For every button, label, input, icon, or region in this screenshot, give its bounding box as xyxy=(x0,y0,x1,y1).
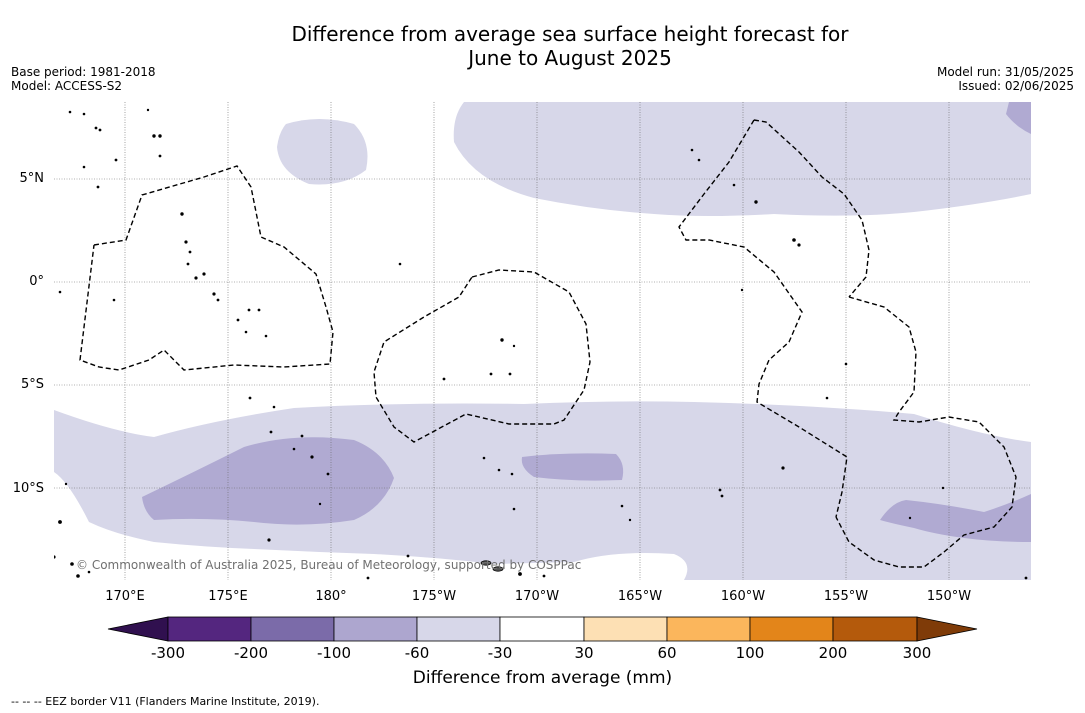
colorbar-swatch-9 xyxy=(832,616,918,642)
colorbar-swatch-4 xyxy=(416,616,501,642)
colorbar-label-30: 30 xyxy=(574,644,594,662)
colorbar-label-300: 300 xyxy=(902,644,932,662)
lon-label-165w: 165°W xyxy=(617,589,663,604)
colorbar-label-m60: -60 xyxy=(404,644,430,662)
eez-border-line-west xyxy=(678,119,848,518)
eez-borders xyxy=(79,119,1017,568)
colorbar-extend-low xyxy=(107,616,169,642)
colorbar-label-m30: -30 xyxy=(487,644,513,662)
colorbar-label-200: 200 xyxy=(818,644,848,662)
colorbar-label-m200: -200 xyxy=(233,644,269,662)
colorbar-label-m100: -100 xyxy=(316,644,352,662)
lat-label-5n: 5°N xyxy=(19,171,45,186)
anomaly-region-blob xyxy=(277,119,368,185)
graticule xyxy=(54,102,1031,580)
map-svg xyxy=(54,102,1031,580)
lon-label-155w: 155°W xyxy=(823,589,869,604)
lon-label-160w: 160°W xyxy=(720,589,766,604)
copyright-notice: © Commonwealth of Australia 2025, Bureau… xyxy=(76,558,582,572)
colorbar-label-100: 100 xyxy=(735,644,765,662)
eez-border-phoenix xyxy=(373,269,591,443)
anomaly-region-south-medium-center xyxy=(521,453,624,481)
lon-label-175w: 175°W xyxy=(411,589,457,604)
anomaly-region-south-medium-east xyxy=(880,494,1031,542)
lon-label-150w: 150°W xyxy=(926,589,972,604)
eez-legend: -- -- -- EEZ border V11 (Flanders Marine… xyxy=(11,695,320,708)
anomaly-region-north-medium xyxy=(1006,102,1031,134)
issued-date: Issued: 02/06/2025 xyxy=(958,79,1074,93)
base-period: Base period: 1981-2018 xyxy=(11,65,156,79)
colorbar-swatch-7 xyxy=(666,616,751,642)
chart-title: Difference from average sea surface heig… xyxy=(0,22,1085,70)
model-run: Model run: 31/05/2025 xyxy=(936,65,1074,79)
anomaly-region-north xyxy=(453,102,1031,216)
colorbar-swatch-6 xyxy=(583,616,668,642)
lat-label-5s: 5°S xyxy=(20,377,44,392)
islands xyxy=(54,108,1028,580)
colorbar-swatch-3 xyxy=(333,616,418,642)
eez-border-line-islands xyxy=(753,119,870,298)
colorbar-title: Difference from average (mm) xyxy=(412,668,673,688)
meta-right: Model run: 31/05/2025 Issued: 02/06/2025 xyxy=(937,65,1074,93)
colorbar-swatch-1 xyxy=(167,616,252,642)
chart-title-line1: Difference from average sea surface heig… xyxy=(291,22,849,46)
model-name: Model: ACCESS-S2 xyxy=(11,79,123,93)
lon-label-170e: 170°E xyxy=(105,589,145,604)
map-area xyxy=(54,102,1031,580)
colorbar-extend-high xyxy=(916,616,978,642)
colorbar-swatch-2 xyxy=(250,616,335,642)
colorbar-swatch-5 xyxy=(499,616,585,642)
meta-left: Base period: 1981-2018 Model: ACCESS-S2 xyxy=(11,65,156,93)
lon-label-170w: 170°W xyxy=(514,589,560,604)
colorbar xyxy=(107,616,978,642)
colorbar-label-m300: -300 xyxy=(150,644,186,662)
lon-label-180: 180° xyxy=(315,589,347,604)
eez-border-east xyxy=(835,296,1017,568)
colorbar-swatch-8 xyxy=(749,616,834,642)
lon-label-175e: 175°E xyxy=(208,589,248,604)
colorbar-label-60: 60 xyxy=(657,644,677,662)
eez-border-kiribati-gilberts xyxy=(79,165,334,371)
lat-label-10s: 10°S xyxy=(12,481,44,496)
chart-title-line2: June to August 2025 xyxy=(468,46,672,70)
lat-label-0: 0° xyxy=(29,274,44,289)
